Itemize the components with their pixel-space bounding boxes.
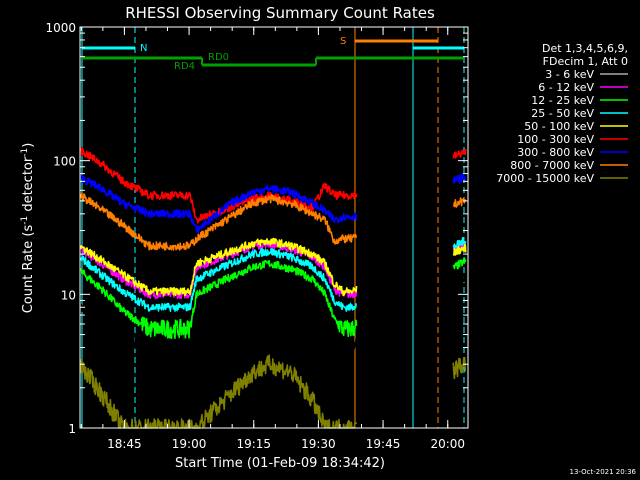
series-line-3-segment-0 bbox=[80, 248, 357, 312]
flag-label-night: N bbox=[140, 43, 147, 54]
y-axis: 1 10 100 1000 bbox=[45, 21, 468, 436]
legend-header-line1: Det 1,3,4,5,6,9, bbox=[542, 42, 628, 55]
flag-label-rd4: RD4 bbox=[174, 61, 195, 72]
series-line-5-segment-0 bbox=[80, 147, 358, 224]
series-line-2-segment-1 bbox=[452, 257, 467, 270]
x-tick-label-2: 19:15 bbox=[236, 437, 271, 451]
timestamp: 13-Oct-2021 20:36 bbox=[570, 468, 637, 476]
legend-label-6: 300 - 800 keV bbox=[517, 146, 594, 159]
plot-area: N RD0 RD4 S bbox=[80, 27, 467, 429]
series-line-0-segment-1 bbox=[452, 276, 467, 288]
x-tick-label-4: 19:45 bbox=[366, 437, 401, 451]
y-tick-label-0: 1 bbox=[68, 422, 76, 436]
series-line-3-segment-1 bbox=[452, 237, 467, 249]
series-line-7-segment-0 bbox=[80, 192, 358, 251]
y-axis-label-part3: ) bbox=[21, 143, 36, 148]
flag-label-rd0: RD0 bbox=[208, 52, 229, 63]
y-tick-label-3: 1000 bbox=[45, 21, 76, 35]
plot-frame bbox=[79, 26, 469, 429]
legend-label-8: 7000 - 15000 keV bbox=[496, 172, 594, 185]
legend-header-line2: FDecim 1, Att 0 bbox=[543, 55, 628, 68]
series-line-8-segment-1 bbox=[452, 357, 466, 380]
legend-label-1: 6 - 12 keV bbox=[538, 81, 594, 94]
x-tick-label-1: 19:00 bbox=[172, 437, 207, 451]
y-axis-label-sup1: -1 bbox=[20, 216, 30, 225]
y-tick-label-2: 100 bbox=[53, 155, 76, 169]
series-layer bbox=[80, 147, 467, 429]
legend-label-3: 25 - 50 keV bbox=[531, 107, 594, 120]
y-axis-label-part1: Count Rate (s bbox=[21, 225, 36, 314]
legend: Det 1,3,4,5,6,9, FDecim 1, Att 0 3 - 6 k… bbox=[496, 42, 628, 185]
series-line-2-segment-0 bbox=[80, 259, 358, 340]
series-line-8-segment-0 bbox=[80, 354, 358, 429]
series-line-4-segment-0 bbox=[80, 237, 358, 297]
flag-label-saa: S bbox=[340, 36, 346, 47]
y-axis-label-part2: detector bbox=[21, 156, 36, 216]
series-line-7-segment-1 bbox=[452, 197, 467, 208]
series-line-6-segment-0 bbox=[80, 174, 358, 234]
legend-label-7: 800 - 7000 keV bbox=[510, 159, 594, 172]
y-axis-label-sup2: -1 bbox=[20, 148, 30, 157]
series-line-4-segment-1 bbox=[452, 243, 467, 256]
legend-label-2: 12 - 25 keV bbox=[531, 94, 594, 107]
legend-label-4: 50 - 100 keV bbox=[524, 120, 594, 133]
x-axis: 18:45 19:00 19:15 19:30 19:45 20:00 bbox=[80, 27, 465, 451]
legend-label-5: 100 - 300 keV bbox=[517, 133, 594, 146]
x-axis-label: Start Time (01-Feb-09 18:34:42) bbox=[175, 456, 385, 471]
series-line-5-segment-1 bbox=[452, 149, 467, 159]
x-tick-label-3: 19:30 bbox=[301, 437, 336, 451]
y-tick-label-1: 10 bbox=[61, 288, 76, 302]
series-line-0-segment-0 bbox=[80, 271, 358, 353]
x-tick-label-5: 20:00 bbox=[430, 437, 465, 451]
flags-layer: N RD0 RD4 S bbox=[81, 27, 465, 428]
x-tick-label-0: 18:45 bbox=[107, 437, 142, 451]
series-line-6-segment-1 bbox=[452, 173, 467, 184]
legend-label-0: 3 - 6 keV bbox=[545, 68, 594, 81]
chart-title: RHESSI Observing Summary Count Rates bbox=[125, 4, 435, 22]
y-axis-label: Count Rate (s-1 detector-1) bbox=[20, 143, 36, 314]
